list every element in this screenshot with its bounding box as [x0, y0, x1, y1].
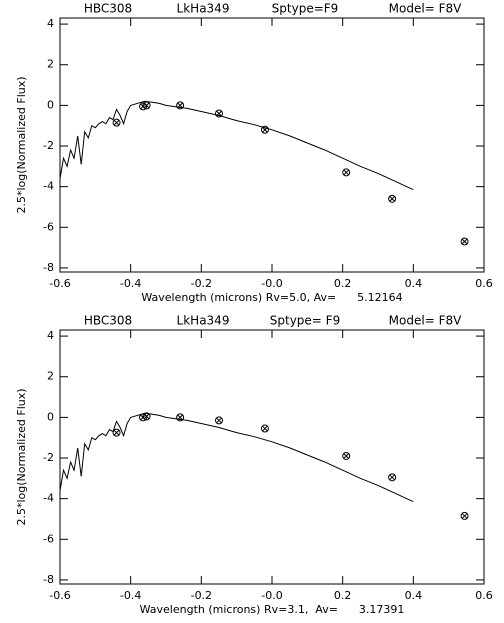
- point-cross: [343, 453, 350, 459]
- point-circle: [260, 424, 269, 433]
- y-axis-label: 2.5*log(Normalized Flux): [15, 76, 28, 213]
- x-tick-label: -0.4: [120, 277, 141, 290]
- point-circle: [139, 102, 148, 111]
- point-circle: [388, 473, 397, 482]
- plot-frame: [59, 329, 485, 585]
- title-part: LkHa349: [177, 2, 230, 16]
- point-cross: [262, 425, 268, 432]
- point-circle: [112, 428, 121, 437]
- point-cross: [389, 474, 395, 481]
- data-point: [142, 101, 151, 110]
- title-part: HBC308: [84, 2, 132, 16]
- point-cross: [216, 110, 222, 117]
- point-circle: [176, 413, 185, 422]
- data-point: [176, 413, 185, 422]
- model-spectrum: [59, 100, 414, 191]
- x-axis-label: Wavelength (microns) Rv=5.0, Av= 5.12164: [141, 291, 402, 304]
- y-tick-label: 4: [47, 329, 54, 342]
- x-tick-label: -0.6: [49, 277, 70, 290]
- point-cross: [143, 102, 150, 109]
- x-tick-label: 0.6: [475, 589, 493, 602]
- y-tick-label: -4: [43, 492, 54, 505]
- y-tick-label: -6: [43, 220, 54, 233]
- data-point: [215, 416, 223, 425]
- point-circle: [112, 118, 121, 127]
- title-part: Model= F8V: [389, 2, 462, 16]
- title-part: HBC308: [84, 314, 132, 328]
- data-point: [215, 109, 223, 118]
- data-point: [460, 237, 469, 246]
- point-cross: [216, 417, 222, 424]
- model-spectrum: [59, 412, 414, 503]
- x-tick-label: 0.2: [334, 589, 352, 602]
- title-part: Model= F8V: [389, 314, 462, 328]
- point-circle: [142, 412, 151, 421]
- point-cross: [177, 102, 183, 109]
- point-circle: [176, 101, 185, 110]
- title-part: Sptype=F9: [272, 2, 339, 16]
- y-tick-label: -6: [43, 532, 54, 545]
- point-circle: [215, 416, 223, 425]
- point-circle: [388, 194, 397, 203]
- data-point: [460, 511, 469, 520]
- x-tick-label: -0.2: [191, 277, 212, 290]
- y-tick-label: -2: [43, 451, 54, 464]
- x-tick-label: 0.4: [405, 589, 423, 602]
- title-part: LkHa349: [177, 314, 230, 328]
- point-circle: [215, 109, 223, 118]
- x-tick-label: -0.0: [261, 589, 282, 602]
- point-cross: [461, 513, 468, 519]
- point-circle: [142, 101, 151, 110]
- data-point: [342, 451, 351, 460]
- y-tick-label: 0: [47, 98, 54, 111]
- y-tick-label: -8: [43, 261, 54, 274]
- point-circle: [460, 237, 469, 246]
- y-tick-label: 2: [47, 370, 54, 383]
- x-tick-label: -0.2: [191, 589, 212, 602]
- point-cross: [113, 119, 120, 126]
- point-cross: [113, 429, 120, 436]
- point-cross: [461, 238, 468, 245]
- y-tick-label: 4: [47, 17, 54, 30]
- x-tick-label: 0.4: [405, 277, 423, 290]
- point-circle: [460, 511, 469, 520]
- data-point: [142, 412, 151, 421]
- data-point: [388, 194, 397, 203]
- x-tick-label: -0.6: [49, 589, 70, 602]
- point-circle: [139, 413, 148, 422]
- x-tick-label: -0.0: [261, 277, 282, 290]
- data-point: [260, 125, 269, 134]
- data-point: [260, 424, 269, 433]
- point-cross: [343, 169, 350, 176]
- point-cross: [262, 126, 268, 133]
- panel: HBC308 LkHa349 Sptype=F9 Model= F8V -0.6 -0.4…: [15, 2, 493, 305]
- y-tick-label: 2: [47, 58, 54, 71]
- y-tick-label: 0: [47, 410, 54, 423]
- x-tick-label: 0.6: [475, 277, 493, 290]
- y-axis-label: 2.5*log(Normalized Flux): [15, 388, 28, 525]
- panel: HBC308 LkHa349 Sptype= F9 Model= F8V -0.6 -0.…: [15, 314, 493, 617]
- point-circle: [342, 451, 351, 460]
- point-cross: [389, 195, 395, 202]
- point-circle: [342, 168, 351, 177]
- plot-frame: [59, 17, 485, 273]
- x-tick-label: 0.2: [334, 277, 352, 290]
- y-tick-label: -8: [43, 573, 54, 586]
- x-axis-label: Wavelength (microns) Rv=3.1, Av= 3.17391: [140, 603, 405, 616]
- data-point: [342, 168, 351, 177]
- data-point: [112, 118, 121, 127]
- data-point: [112, 428, 121, 437]
- point-cross: [143, 413, 150, 420]
- x-tick-label: -0.4: [120, 589, 141, 602]
- data-point: [388, 473, 397, 482]
- y-tick-label: -4: [43, 180, 54, 193]
- point-cross: [177, 414, 183, 421]
- y-tick-label: -2: [43, 139, 54, 152]
- data-point: [176, 101, 185, 110]
- title-part: Sptype= F9: [270, 314, 340, 328]
- point-circle: [260, 125, 269, 134]
